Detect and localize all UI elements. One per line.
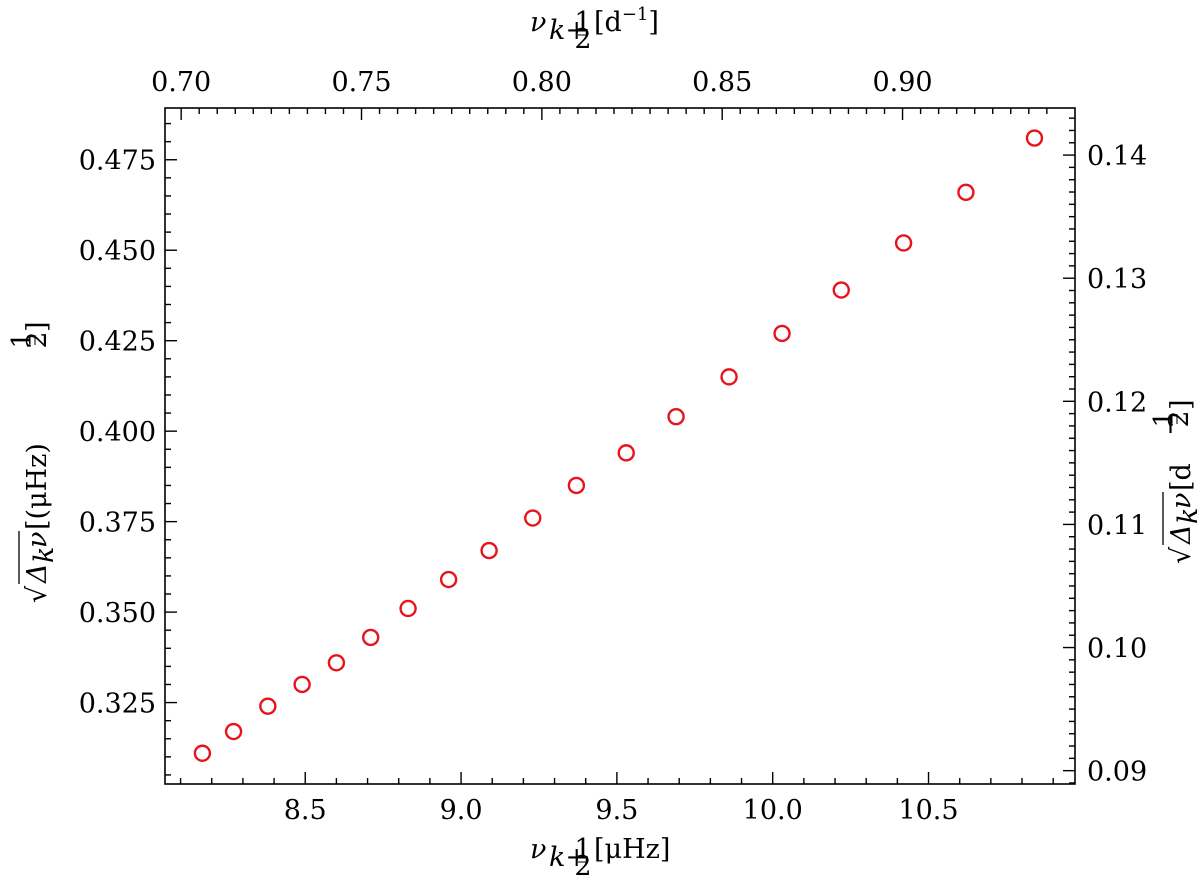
data-point [957,183,975,202]
plot-frame [164,107,1076,785]
y2-tick-label: 0.11 [1087,510,1147,541]
y-axis-title-unit-close: ] [22,321,53,332]
x2-axis-title: ν k+ 1 2 [d−1] [530,4,659,55]
y2-axis-title-delta: Δ [1166,525,1197,546]
data-point [667,407,685,426]
x2-axis-title-unit: [d−1] [594,4,659,38]
data-point [480,541,498,560]
x2-tick-label: 0.80 [512,67,572,98]
y2-tick-label: 0.13 [1087,264,1147,295]
y2-axis-title-exp-sign: − [1155,413,1186,436]
x-axis-title-subscript: k+ [549,842,588,873]
y-axis-title: √ Δ k ν [(μHz) 1 2 ] [7,321,60,603]
data-point [293,675,311,694]
x2-axis-title-frac-num: 1 [574,7,591,38]
x2-tick-label: 0.85 [692,67,752,98]
y-tick-label: 0.325 [79,689,156,720]
data-point [720,368,738,386]
y2-axis-title-exp-den: 2 [1164,410,1195,427]
data-point [617,444,635,462]
y-axis-title-delta: Δ [22,564,53,585]
y2-axis-title-exp-num: 1 [1149,410,1180,427]
y2-axis-title-subscript: k [1173,508,1200,524]
tick-marks [165,108,1075,784]
y-axis-title-exp-den: 2 [22,331,53,348]
x2-tick-label: 0.90 [872,67,932,98]
x2-axis-title-subscript: k+ [549,15,588,46]
data-point [524,509,542,527]
data-point [361,628,380,647]
y-tick-label: 0.475 [79,146,156,177]
y-tick-label: 0.375 [79,508,156,539]
y2-axis-title-unit-close: ] [1166,399,1197,410]
x2-axis-title-frac-den: 2 [574,24,591,55]
y2-axis-title: √ Δ k ν [d − 1 2 ] [1149,399,1200,564]
data-point [224,722,243,741]
y2-tick-label: 0.14 [1087,141,1147,172]
y-axis-title-unit-open: [(μHz) [22,443,53,530]
y-axis-title-exp-num: 1 [7,331,38,348]
x-axis-title-frac-den: 2 [574,851,591,876]
y-tick-label: 0.450 [79,236,156,267]
y2-tick-label: 0.10 [1087,634,1147,665]
data-point [567,476,586,495]
x-axis-title-symbol: ν [530,834,546,865]
x-axis-title-frac-num: 1 [574,834,591,865]
x-tick-label: 9.0 [440,795,483,826]
y2-tick-label: 0.12 [1087,387,1147,418]
x-tick-label: 8.5 [284,795,327,826]
data-point [259,697,277,715]
x-axis-title-unit: [μHz] [594,834,670,865]
tick-labels: 8.5 9.0 9.5 10.0 10.5 0.325 0.350 0.375 0.400 0.4… [79,67,1147,826]
data-point [439,570,458,589]
data-points [193,129,1044,762]
data-point [327,654,346,672]
x2-tick-label: 0.70 [151,67,211,98]
x-tick-label: 10.0 [743,795,803,826]
x-axis-title: ν k+ 1 2 [μHz] [530,834,670,876]
y2-axis-title-unit-open: [d [1166,463,1197,491]
x2-tick-label: 0.75 [331,67,391,98]
x2-axis-title-symbol: ν [530,7,546,38]
x-tick-label: 10.5 [898,795,958,826]
y2-axis-title-sqrt: √ [1166,546,1197,564]
y2-tick-label: 0.09 [1087,757,1147,788]
y-axis-title-nu: ν [22,532,53,548]
y-tick-label: 0.400 [79,417,156,448]
data-point [773,324,791,343]
y-axis-title-sqrt: √ [22,585,53,603]
x-tick-label: 9.5 [595,795,638,826]
y-axis-title-subscript: k [29,547,60,563]
y-tick-label: 0.425 [79,327,156,358]
data-point [399,599,417,618]
data-point [193,744,212,762]
data-point [832,281,850,299]
y2-axis-title-nu: ν [1166,493,1197,509]
data-point [1025,129,1044,147]
data-point [894,234,913,252]
y-tick-label: 0.350 [79,598,156,629]
